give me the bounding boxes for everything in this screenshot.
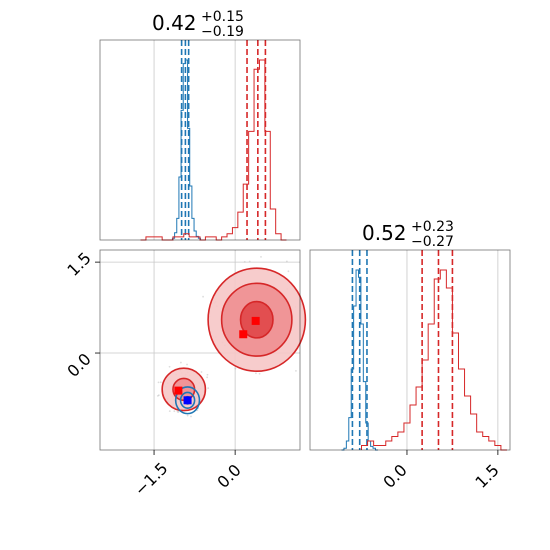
- scatter-point: [168, 365, 171, 368]
- title-hist-y-minus: −0.27: [411, 234, 454, 250]
- marker-red: [239, 330, 248, 339]
- scatter-point: [186, 363, 188, 366]
- title-hist-x-minus: −0.19: [201, 24, 244, 40]
- scatter-point: [206, 376, 209, 379]
- scatter-point: [285, 260, 288, 263]
- marker-blue: [183, 396, 192, 405]
- scatter-point: [156, 395, 159, 397]
- xtick-hist-y-0: 0.0: [379, 460, 410, 491]
- scatter-point: [206, 373, 209, 376]
- scatter-point: [258, 372, 261, 375]
- histogram-red: [140, 59, 287, 241]
- axes-frame: [309, 249, 511, 451]
- title-hist-x-plus: +0.15: [201, 9, 244, 25]
- title-hist-y-plus: +0.23: [411, 219, 454, 235]
- histogram-red: [361, 269, 507, 451]
- density-contour-blue: [179, 391, 196, 409]
- xtick-scatter-1: 0.0: [213, 460, 244, 491]
- scatter-point: [207, 387, 210, 390]
- panel-hist-x: [99, 39, 301, 241]
- marker-red: [251, 316, 260, 325]
- scatter-point: [177, 411, 180, 414]
- histogram-blue: [170, 59, 203, 241]
- scatter-point: [168, 410, 171, 413]
- xtick-scatter-0: −1.5: [131, 459, 172, 500]
- scatter-point: [173, 410, 176, 413]
- scatter-point: [243, 260, 246, 263]
- scatter-point: [159, 381, 162, 384]
- scatter-point: [180, 361, 182, 364]
- ytick-scatter-1: 1.5: [63, 248, 94, 279]
- scatter-point: [202, 295, 204, 298]
- xtick-hist-y-1: 1.5: [471, 460, 502, 491]
- scatter-point: [190, 415, 192, 418]
- ytick-scatter-0: 0.0: [63, 349, 94, 380]
- panel-scatter-xy: [95, 249, 307, 455]
- scatter-point: [248, 260, 251, 263]
- scatter-point: [295, 370, 297, 372]
- scatter-point: [157, 381, 160, 384]
- density-contour-blue: [174, 386, 201, 415]
- scatter-point: [260, 255, 262, 258]
- title-hist-y: 0.52: [362, 221, 407, 245]
- scatter-point: [234, 367, 237, 370]
- scatter-point: [255, 372, 257, 375]
- scatter-point: [287, 270, 290, 273]
- marker-red: [174, 386, 183, 395]
- panel-hist-y: [309, 249, 511, 455]
- axes-frame: [99, 249, 301, 451]
- scatter-point: [200, 371, 203, 373]
- title-hist-x: 0.42: [152, 11, 197, 35]
- axes-frame: [99, 39, 301, 241]
- scatter-point: [186, 414, 189, 417]
